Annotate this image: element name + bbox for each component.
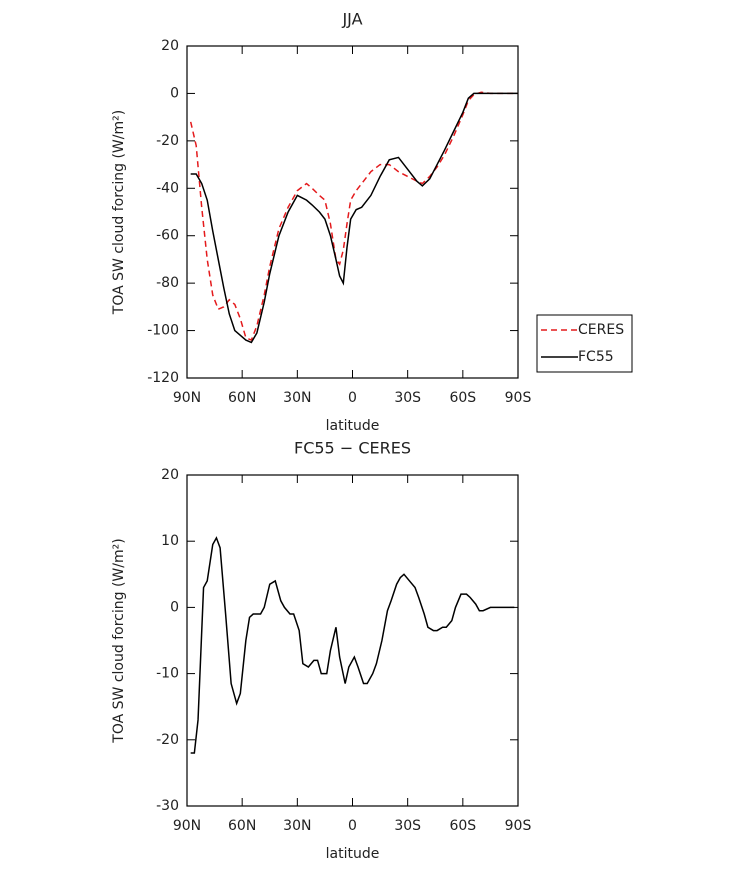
y-tick-label: 10 (161, 533, 179, 549)
y-tick-label: -100 (147, 323, 179, 339)
y-tick-label: 20 (161, 467, 179, 483)
x-tick-label: 60S (449, 818, 476, 834)
x-tick-label: 0 (348, 818, 357, 834)
x-tick-label: 0 (348, 390, 357, 406)
plot-frame (186, 474, 519, 807)
x-tick-label: 30N (283, 390, 311, 406)
y-tick-label: -60 (156, 228, 179, 244)
chart-title: JJA (341, 10, 362, 29)
y-tick-label: -30 (156, 798, 179, 814)
data-line (189, 91, 518, 342)
data-line (190, 92, 518, 344)
x-tick-label: 60N (228, 818, 256, 834)
y-tick-label: -80 (156, 275, 179, 291)
chart-title: FC55 − CERES (294, 439, 411, 458)
plot-frame (186, 45, 519, 379)
x-tick-label: 30S (394, 390, 421, 406)
x-axis-label: latitude (326, 846, 380, 862)
x-axis-label: latitude (326, 418, 380, 434)
x-tick-label: 90S (505, 818, 532, 834)
x-tick-label: 60S (449, 390, 476, 406)
x-tick-label: 30S (394, 818, 421, 834)
y-tick-label: -10 (156, 666, 179, 682)
legend-label: FC55 (578, 349, 614, 365)
legend-label: CERES (578, 322, 624, 338)
y-tick-label: -40 (156, 180, 179, 196)
x-tick-label: 30N (283, 818, 311, 834)
x-tick-label: 90N (173, 818, 201, 834)
y-tick-label: 0 (170, 85, 179, 101)
y-axis-label: TOA SW cloud forcing (W/m²) (111, 538, 127, 743)
y-tick-label: -20 (156, 732, 179, 748)
y-tick-label: 0 (170, 599, 179, 615)
x-tick-label: 90S (505, 390, 532, 406)
data-line (190, 536, 515, 754)
y-tick-label: 20 (161, 38, 179, 54)
x-tick-label: 60N (228, 390, 256, 406)
y-tick-label: -20 (156, 133, 179, 149)
legend-box (536, 314, 633, 373)
y-tick-label: -120 (147, 370, 179, 386)
x-tick-label: 90N (173, 390, 201, 406)
y-axis-label: TOA SW cloud forcing (W/m²) (111, 110, 127, 315)
